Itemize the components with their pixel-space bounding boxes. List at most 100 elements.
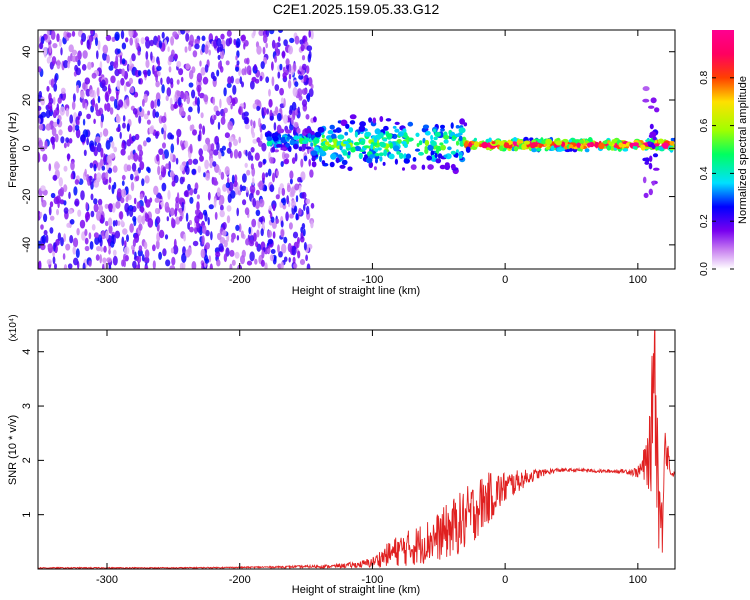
spectrogram-cell [333,140,337,148]
spectrogram-cell [131,135,136,142]
spectrogram-cell [432,128,437,133]
spectrogram-cell [289,37,295,44]
spectrogram-cell [246,57,250,65]
spectrogram-cell [450,122,454,129]
spectrogram-cell [179,176,184,185]
spectrogram-cell [135,174,140,182]
spectrogram-cell [434,131,441,137]
spectrogram-cell [262,46,266,55]
spectrogram-cell [392,125,397,129]
spectrogram-cell [294,81,299,87]
spectrogram-cell [201,224,207,234]
spectrogram-cell [48,163,52,172]
spectrogram-cell [84,102,88,110]
spectrogram-cell [633,140,640,143]
spectrogram-cell [174,207,178,217]
spectrogram-cell [56,118,60,125]
spectrogram-cell [240,230,244,239]
spectrogram-cell [447,146,452,151]
spectrogram-cell [128,30,134,38]
spectrogram-cell [121,188,127,198]
spectrogram-cell [191,261,197,269]
spectrogram-cell [299,259,306,265]
spectrogram-cell [116,91,119,100]
spectrogram-cell [108,184,111,190]
spectrogram-cell [652,153,659,158]
spectrogram-cell [67,263,73,269]
spectrogram-cell [321,160,326,165]
spectrogram-cell [117,48,121,54]
spectrogram-cell [255,189,260,196]
spectrogram-cell [237,190,242,196]
spectrogram-cell [49,227,54,234]
spectrogram-cell [347,151,351,156]
spectrogram-cell [208,204,214,210]
spectrogram-cell [358,152,363,160]
spectrogram-cell [68,138,73,144]
spectrogram-cell [305,198,311,205]
spectrogram-cell [137,214,143,224]
spectrogram-cell [271,146,275,153]
spectrogram-cell [122,122,126,129]
spectrogram-cell [354,145,362,152]
spectrogram-cell [258,180,264,191]
spectrogram-cell [260,228,264,237]
spectrogram-cell [77,209,82,217]
spectrogram-cell [62,253,66,260]
spectrogram-cell [164,234,169,240]
spectrogram-cell [179,262,184,269]
spectrogram-cell [303,241,307,251]
spectrogram-cell [157,165,161,176]
spectrogram-cell [169,207,175,216]
spectrogram-cell [278,186,281,197]
spectrogram-cell [288,63,292,74]
spectrogram-cell [144,249,150,259]
spectrogram-cell [52,121,58,128]
spectrogram-cell [81,32,87,43]
spectrogram-cell [279,128,285,134]
spectrogram-cell [314,131,322,138]
spectrogram-cell [95,136,101,143]
spectrogram-cell [72,93,76,102]
spectrogram-cell [133,218,137,227]
spectrogram-cell [254,200,260,210]
spectrogram-frame [37,29,676,270]
spectrogram-cell [215,110,221,117]
spectrogram-cell [83,149,87,156]
spectrogram-cell [491,141,496,145]
spectrogram-cell [303,155,308,162]
spectrogram-cell [289,178,293,185]
spectrogram-cell [279,87,284,96]
spectrogram-cell [280,147,287,151]
spectrogram-cell [134,133,140,141]
spectrogram-cell [75,55,79,63]
spectrogram-cell [364,131,372,137]
spectrogram-cell [107,217,113,227]
spectrogram-cell [488,137,492,143]
spectrogram-cell [253,30,256,36]
spectrogram-cell [280,136,287,144]
spectrogram-cell [58,129,63,136]
spectrogram-cell [275,218,280,224]
x-tick-label: 0 [502,274,508,286]
spectrogram-cell [642,98,650,103]
spectrogram-cell [176,79,180,85]
spectrogram-cell [344,131,349,136]
spectrogram-cell [418,140,423,146]
spectrogram-cell [141,254,145,262]
spectrogram-cell [95,109,102,117]
spectrogram-cell [199,155,204,162]
spectrogram-cell [178,68,184,76]
colorbar-tick-label: 0.2 [699,214,710,228]
y-tick-label: 4 [21,349,33,355]
spectrogram-cell [415,132,420,137]
spectrogram-cell [155,239,160,250]
spectrogram-cell [113,98,118,109]
spectrogram-cell [642,86,650,92]
spectrogram-cell [69,114,74,124]
spectrogram-cell [276,143,283,148]
spectrogram-cell [91,224,96,231]
spectrogram-cell [93,198,98,205]
spectrogram-cell [38,66,42,73]
